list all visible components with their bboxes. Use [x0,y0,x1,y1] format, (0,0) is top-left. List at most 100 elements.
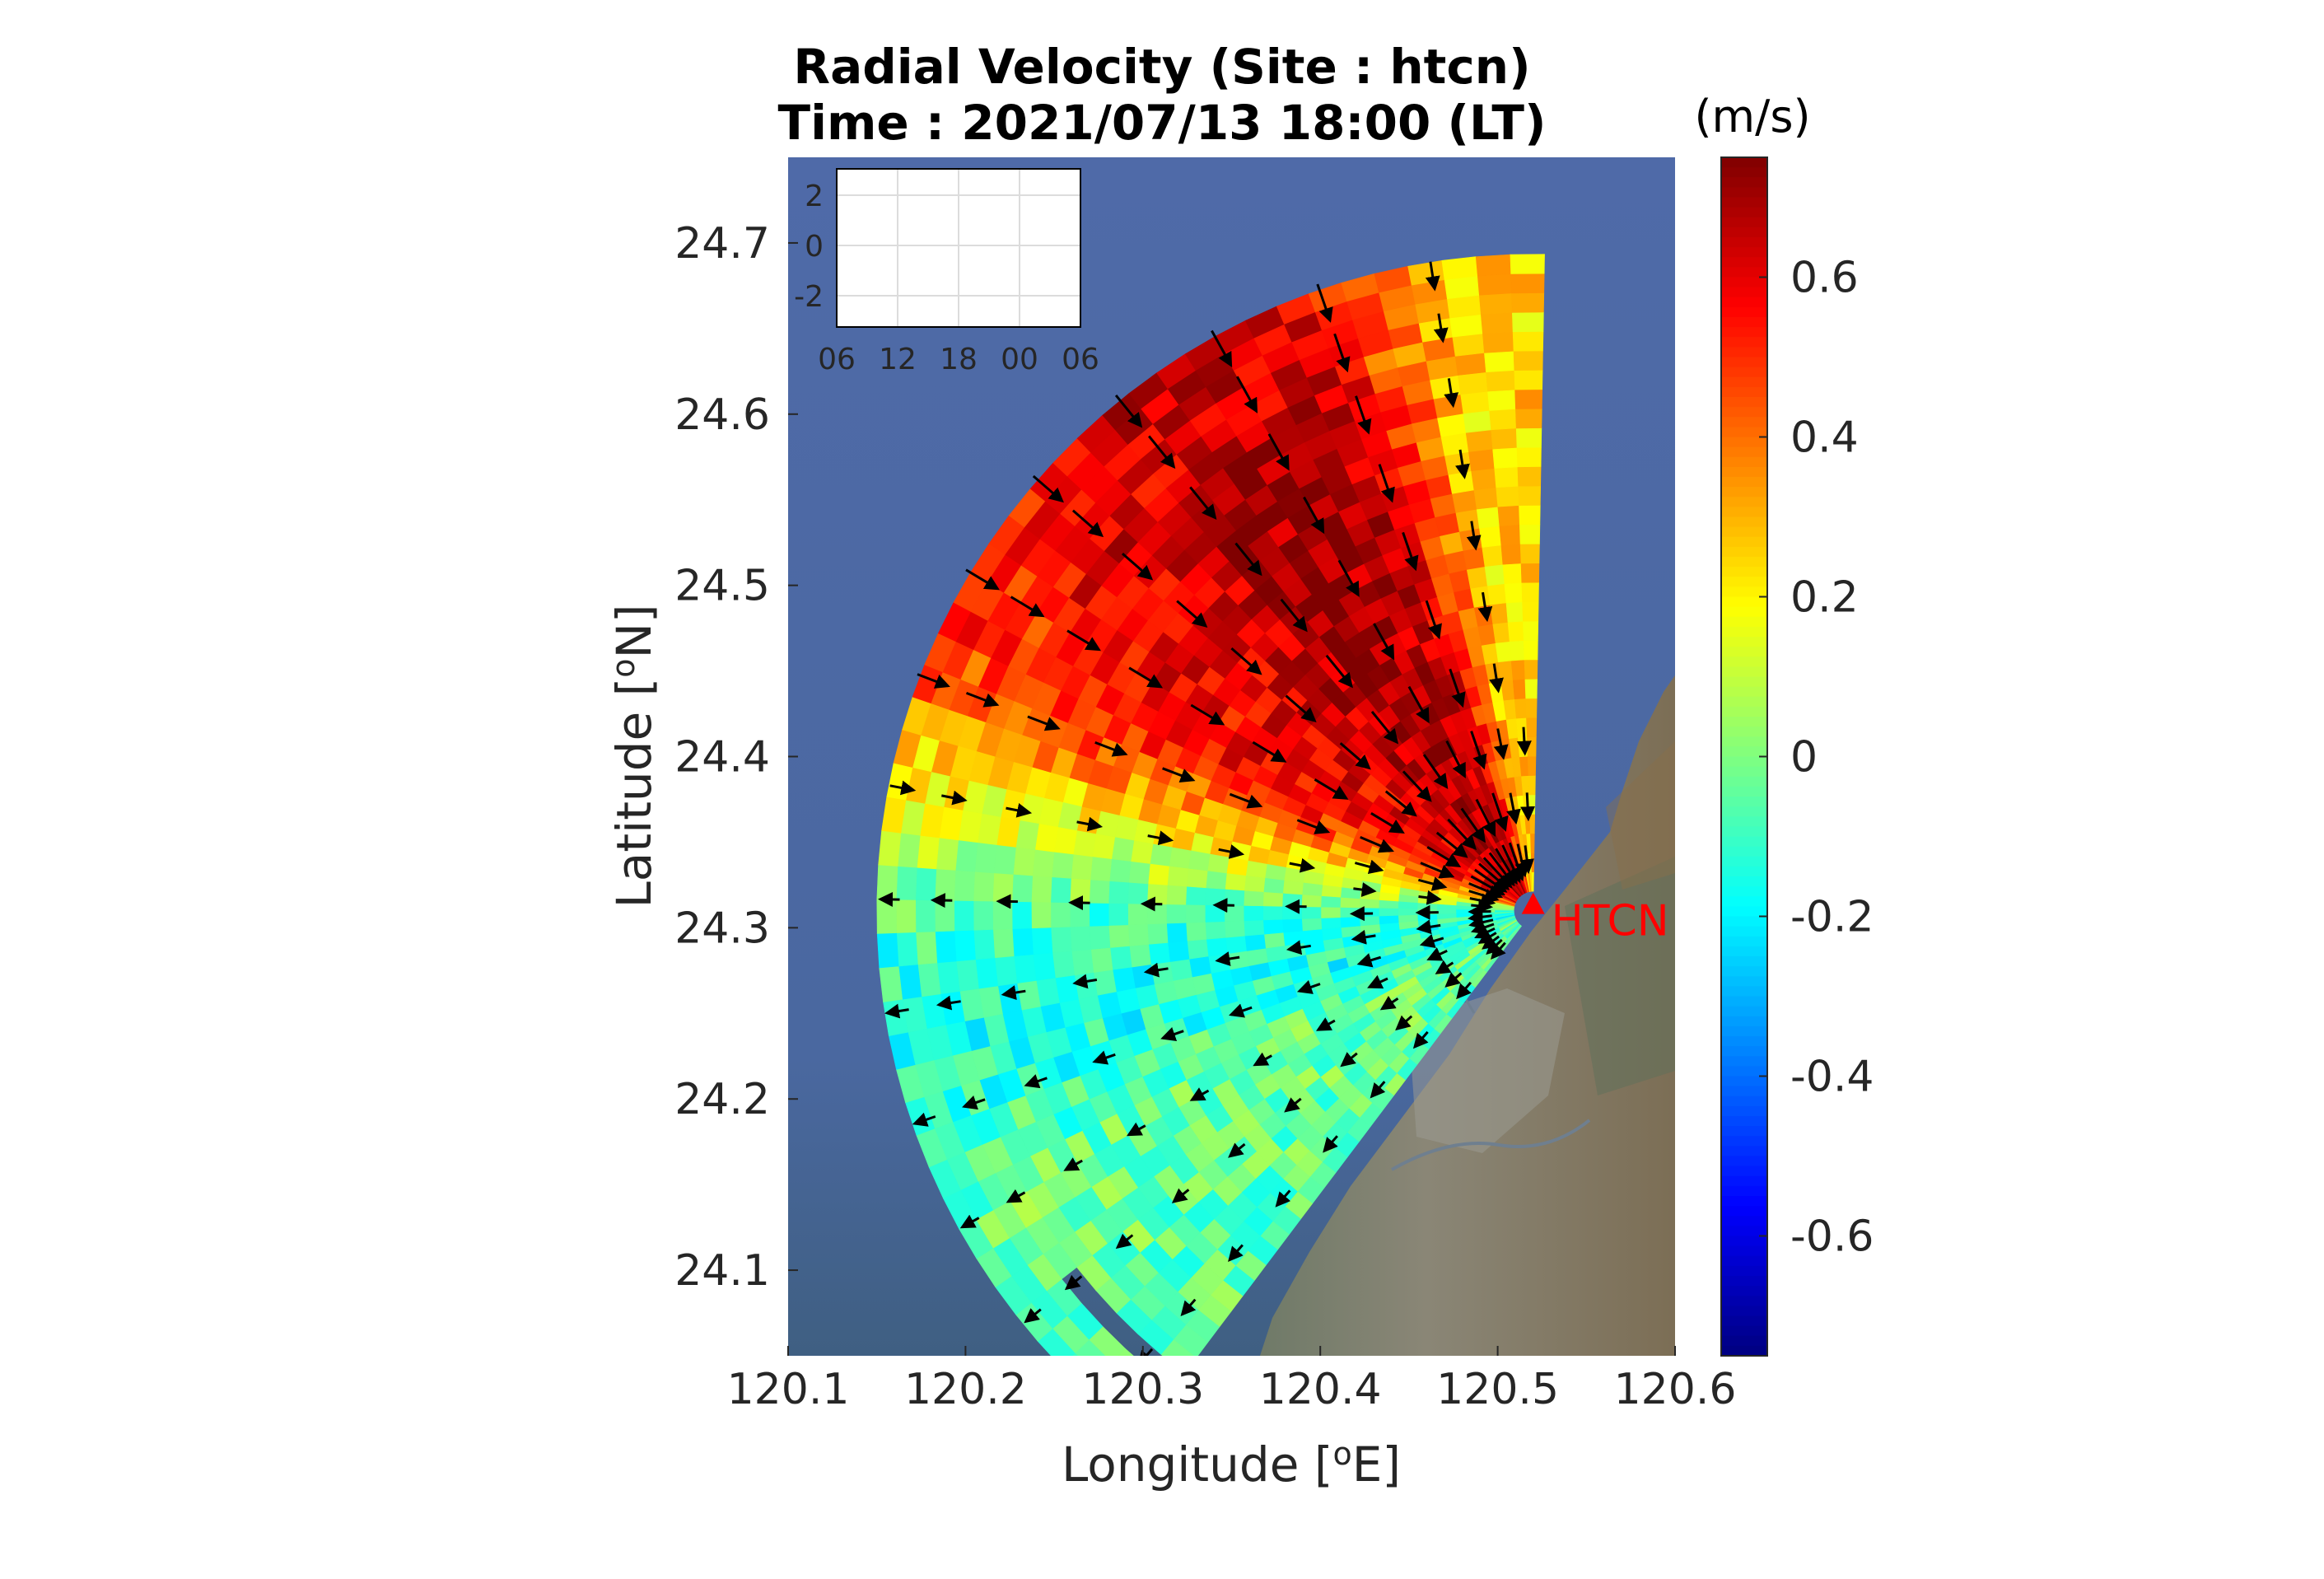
colorbar-segment [1721,1345,1767,1357]
colorbar-segment [1721,1185,1767,1197]
site-marker: HTCN [1521,892,1669,946]
velocity-cell [1378,907,1399,917]
velocity-cell [1496,485,1519,507]
velocity-cell [1514,698,1527,719]
velocity-cell [1451,489,1477,513]
velocity-cell [936,837,959,871]
velocity-cell [1487,389,1516,411]
velocity-heatmap [876,254,1545,1356]
velocity-arrow [1340,1052,1358,1067]
velocity-cell [897,832,921,868]
x-axis: 120.1 120.2 120.3 120.4 120.5 120.6 [727,1346,1736,1414]
velocity-cell [1495,641,1512,663]
velocity-cell [1069,877,1091,904]
velocity-cell [1477,273,1512,296]
land-area [1260,675,1675,1356]
velocity-cell [915,899,936,933]
velocity-cell [992,900,1013,930]
colorbar-segment [1721,1105,1767,1117]
colorbar-segment [1721,816,1767,827]
colorbar-segment [1721,1286,1767,1296]
velocity-cell [1512,331,1544,352]
colorbar-segment [1721,1325,1767,1337]
velocity-cell [1013,954,1037,984]
chart-title: Radial Velocity (Site : htcn) [793,39,1531,95]
colorbar-segment [1721,956,1767,967]
velocity-cell [1188,955,1211,978]
velocity-cell [1519,524,1541,544]
colorbar-segment [1721,856,1767,867]
velocity-cell [1521,582,1539,603]
velocity-cell [1118,1348,1134,1356]
colorbar-segment [1721,736,1767,747]
velocity-arrow [1280,598,1308,633]
velocity-cell [1448,470,1475,494]
velocity-cell [1072,829,1097,857]
colorbar-segment [1721,247,1767,258]
velocity-cell [1169,846,1192,869]
velocity-cell [1519,543,1540,564]
y-axis-label: Latitude [oN] [605,604,662,908]
velocity-arrow [1370,812,1405,834]
velocity-cell [917,962,941,997]
velocity-cell [974,842,997,874]
velocity-cell [935,930,957,964]
colorbar-segment [1721,1196,1767,1207]
velocity-arrow [1455,449,1470,479]
velocity-cell [1491,427,1518,450]
velocity-arrow [912,1112,936,1127]
velocity-arrow [1520,792,1536,822]
y-tick-label: 24.4 [674,733,770,782]
velocity-arrow [965,691,1000,708]
y-axis: 24.1 24.2 24.3 24.4 24.5 24.6 24.7 [674,219,798,1296]
velocity-cell [1185,922,1207,941]
velocity-cell [1301,906,1322,919]
x-tick-label: 120.2 [904,1365,1027,1414]
velocity-arrow [1449,668,1466,708]
velocity-cell [915,931,938,965]
velocity-cell [1108,858,1132,883]
velocity-cell [1069,902,1090,927]
velocity-cell [1471,468,1497,491]
velocity-arrow [1444,972,1463,988]
y-tick-label: 24.1 [674,1246,770,1296]
velocity-arrow [1323,1135,1338,1153]
velocity-cell [1053,826,1078,855]
colorbar-segment [1721,696,1767,708]
velocity-arrow [1006,802,1033,818]
velocity-cell [1475,254,1512,277]
velocity-cell [1494,466,1519,488]
velocity-cell [1515,717,1528,738]
colorbar-segment [1721,766,1767,778]
velocity-cell [1512,679,1527,700]
velocity-cell [1012,847,1036,876]
colorbar-segment [1721,516,1767,528]
colorbar-segment [1721,577,1767,587]
y-tick-label: 24.2 [674,1075,770,1124]
velocity-cell [1127,903,1148,926]
velocity-cell [1486,583,1507,605]
x-tick-label: 120.5 [1436,1365,1559,1414]
colorbar-segment [1721,866,1767,877]
colorbar-segment [1721,267,1767,278]
velocity-arrow [1122,552,1154,581]
velocity-cell [1302,928,1323,944]
velocity-arrow [1189,1087,1210,1101]
velocity-cell [1071,949,1094,976]
vegetation-area [1565,857,1675,1095]
velocity-cell [1449,314,1483,338]
colorbar-segment [1721,557,1767,568]
velocity-cell [1187,938,1209,960]
velocity-cell [1476,506,1500,529]
colorbar-segment [1721,456,1767,468]
river [1391,1119,1591,1171]
velocity-cell [1340,916,1360,928]
velocity-arrow [1418,890,1442,905]
velocity-arrow [1425,600,1442,640]
velocity-arrow [1426,846,1462,867]
velocity-cell [1188,849,1211,871]
velocity-cell [1243,905,1264,922]
velocity-cell [1479,526,1502,548]
colorbar-segment [1721,1136,1767,1147]
velocity-cell [1482,544,1504,568]
